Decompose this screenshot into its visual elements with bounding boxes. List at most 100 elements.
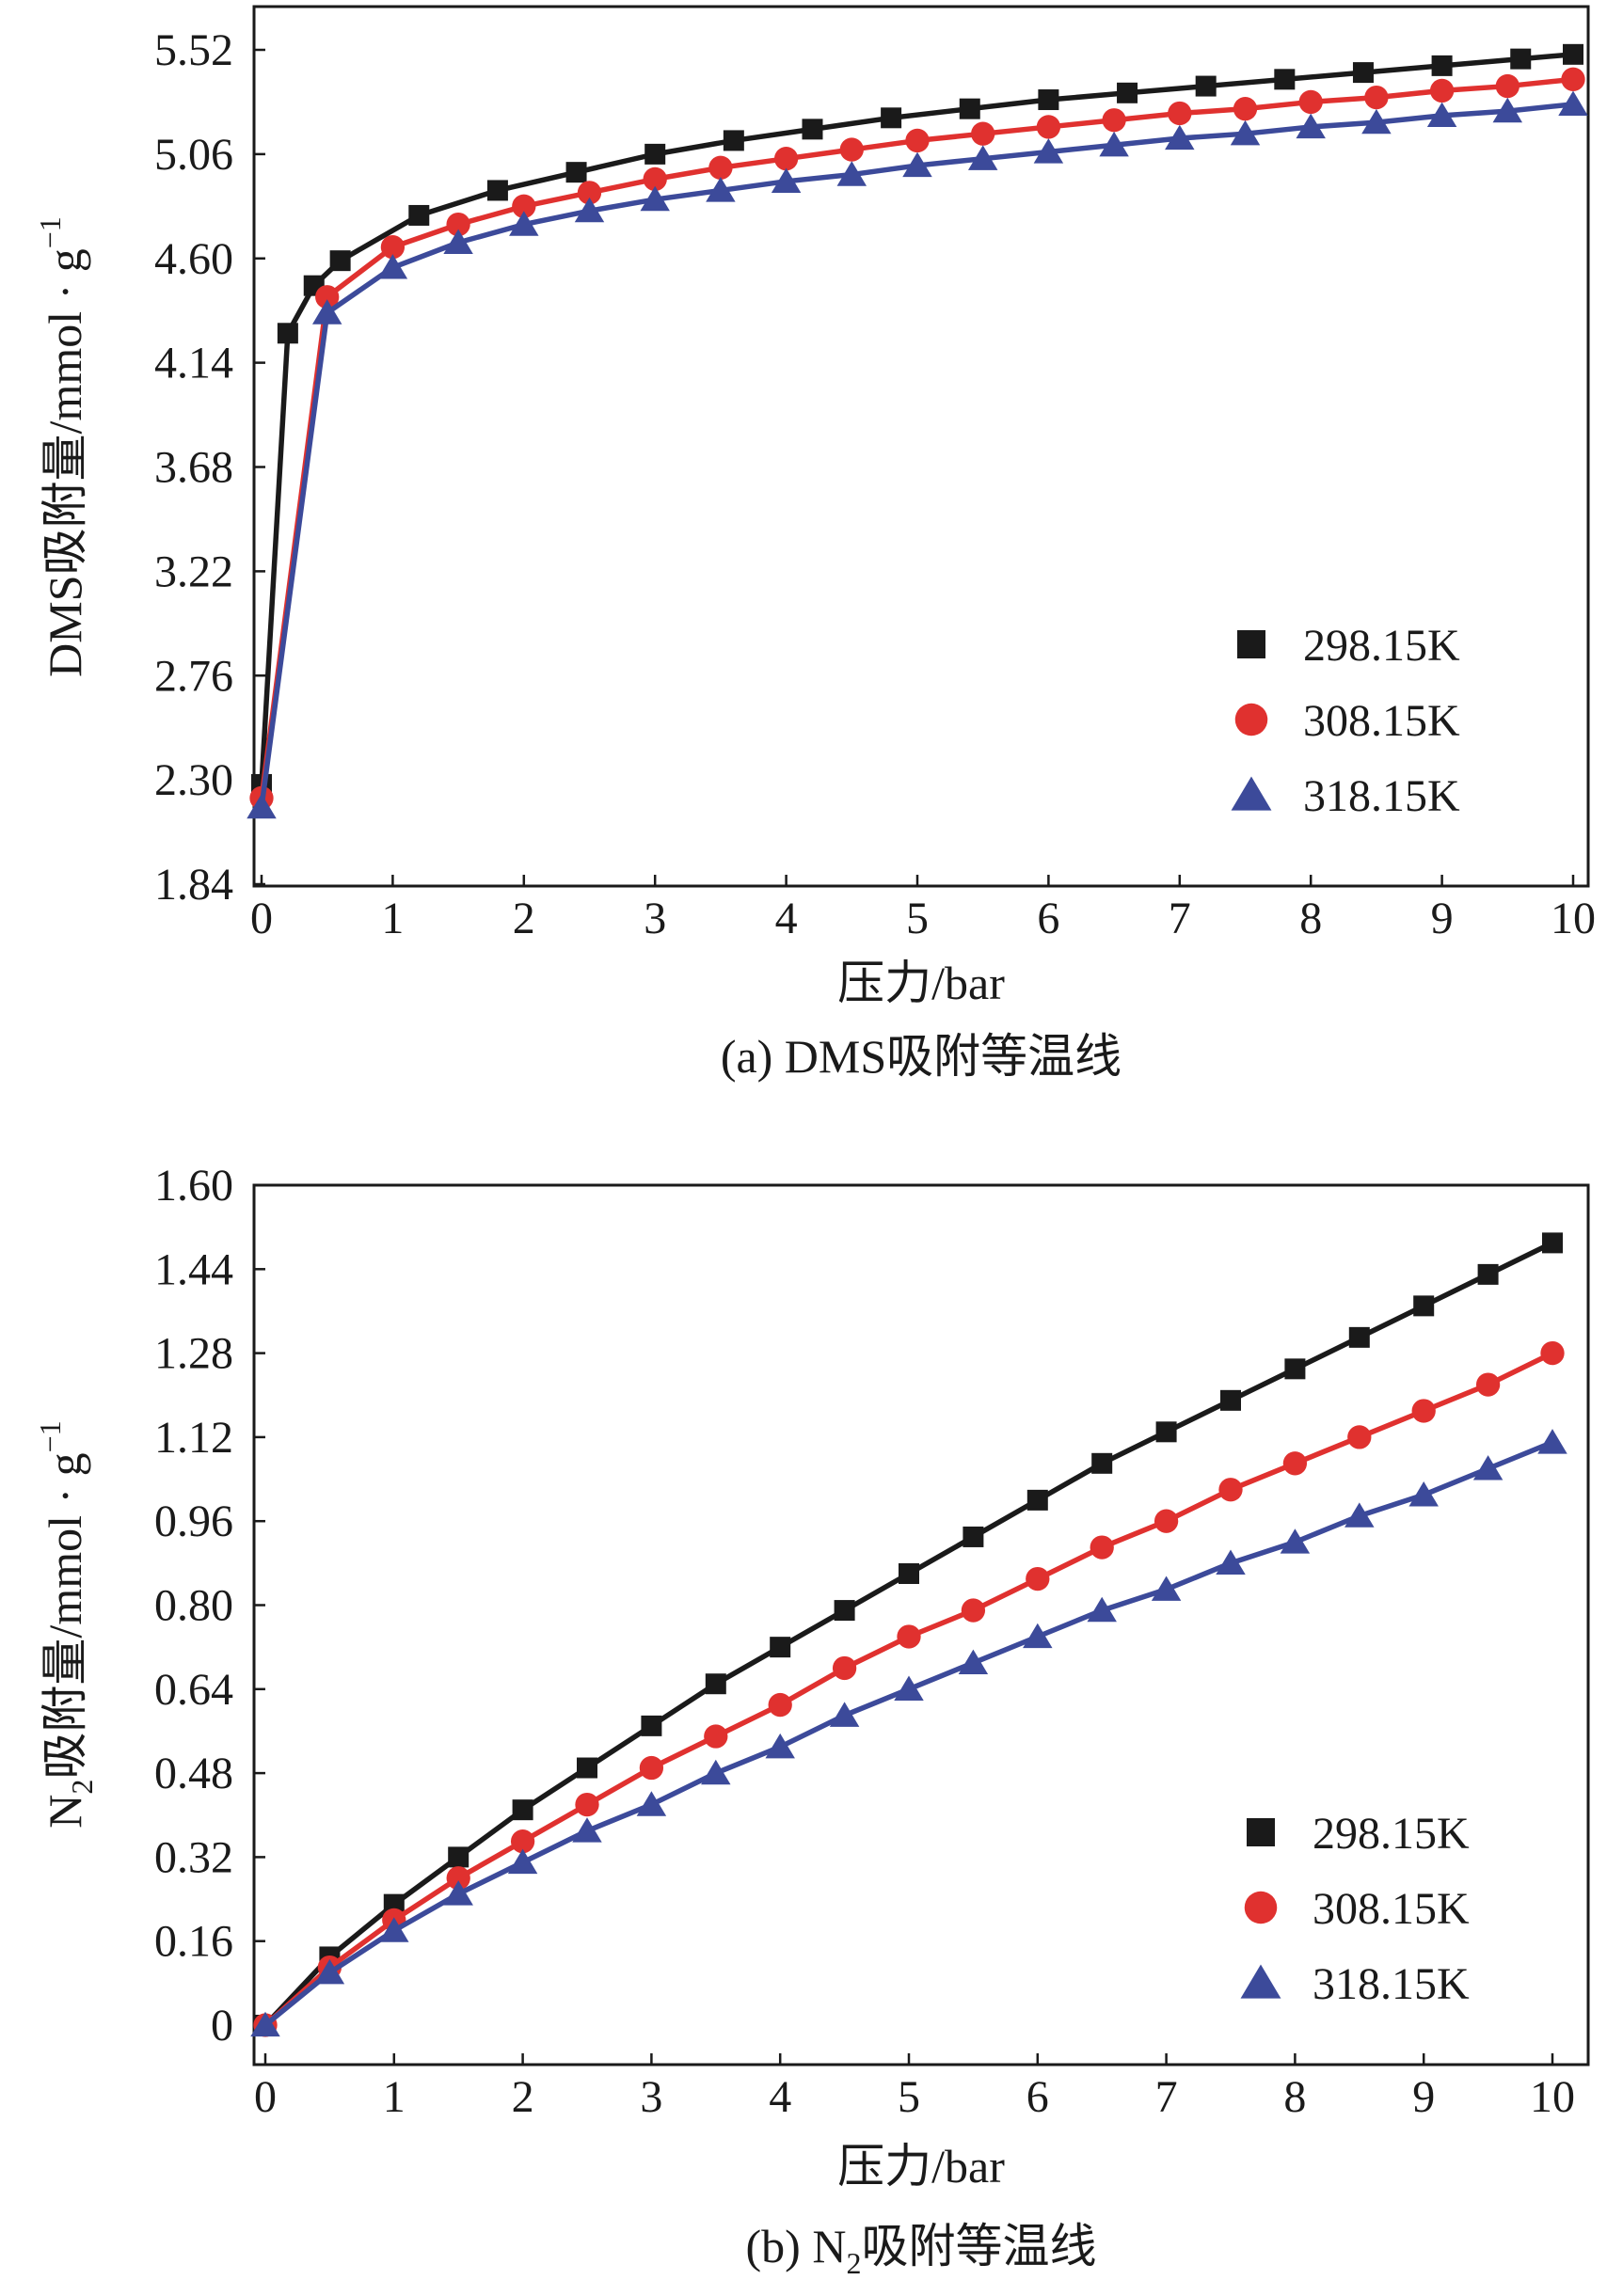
data-point-circle: [961, 1598, 986, 1623]
data-point-circle: [897, 1624, 921, 1649]
data-point-triangle: [836, 161, 867, 186]
data-point-square: [1220, 1389, 1241, 1411]
data-point-circle: [1154, 1509, 1179, 1533]
data-point-square: [1477, 1263, 1499, 1285]
data-point-triangle: [771, 167, 802, 193]
data-point-square: [1413, 1295, 1435, 1317]
legend-marker-square: [1247, 1818, 1275, 1846]
series-line-1: [259, 52, 1574, 785]
x-tick-label: 1: [381, 894, 404, 943]
plot-frame-a: [252, 5, 1590, 888]
data-point-circle: [1090, 1535, 1114, 1560]
data-point-circle: [768, 1692, 792, 1718]
x-tick-label: 10: [1551, 894, 1596, 943]
data-point-circle: [773, 147, 799, 171]
data-point-square: [1352, 62, 1374, 84]
y-axis-label-b: N2吸附量/mmol · g−1: [33, 1420, 99, 1828]
data-point-circle: [971, 121, 995, 146]
data-point-triangle: [443, 229, 473, 255]
data-point-triangle: [829, 1702, 860, 1727]
data-point-circle: [1540, 1340, 1565, 1366]
data-point-triangle: [706, 177, 736, 202]
data-point-triangle: [902, 151, 932, 178]
data-point-circle: [1102, 108, 1126, 133]
legend-marker-triangle: [1231, 776, 1272, 811]
legend-marker-square: [1237, 630, 1265, 658]
y-tick-label: 1.84: [154, 860, 233, 910]
y-tick-label: 4.14: [154, 339, 233, 388]
y-tick-label: 0.64: [154, 1665, 233, 1715]
data-point-triangle: [1230, 119, 1261, 146]
data-point-triangle: [894, 1675, 924, 1701]
data-point-square: [329, 250, 351, 272]
data-point-square: [641, 1715, 662, 1736]
legend-label: 318.15K: [1313, 1959, 1470, 2009]
data-point-circle: [1026, 1566, 1050, 1591]
y-tick-label: 5.06: [154, 130, 233, 180]
data-point-triangle: [509, 211, 539, 236]
x-tick-label: 5: [906, 894, 929, 943]
legend-label: 308.15K: [1303, 696, 1460, 746]
data-point-triangle: [765, 1733, 795, 1759]
x-tick-label: 4: [775, 894, 798, 943]
data-point-circle: [1561, 67, 1585, 91]
data-point-circle: [1495, 73, 1519, 99]
data-point-square: [448, 1846, 469, 1868]
data-point-triangle: [1537, 1429, 1567, 1454]
y-tick-label: 2.30: [154, 755, 233, 805]
legend-marker-circle: [1234, 703, 1268, 736]
data-point-triangle: [1472, 1455, 1504, 1481]
data-point-square: [834, 1600, 855, 1622]
data-point-square: [577, 1757, 597, 1779]
data-point-square: [723, 130, 744, 151]
data-point-triangle: [314, 1958, 345, 1985]
data-point-triangle: [967, 145, 998, 170]
data-point-circle: [380, 235, 406, 260]
data-point-triangle: [1426, 102, 1457, 128]
data-point-triangle: [572, 1817, 602, 1843]
data-point-triangle: [1087, 1596, 1117, 1623]
x-tick-label: 1: [383, 2072, 406, 2122]
data-point-circle: [1298, 89, 1323, 115]
legend-label: 298.15K: [1313, 1809, 1470, 1859]
data-point-circle: [832, 1655, 857, 1681]
data-point-square: [1038, 89, 1059, 111]
x-tick-label: 0: [254, 2072, 277, 2122]
data-point-triangle: [636, 1791, 667, 1816]
data-point-circle: [1282, 1451, 1308, 1476]
data-point-triangle: [1558, 90, 1588, 117]
data-point-circle: [1429, 78, 1455, 103]
data-point-square: [881, 107, 902, 129]
legend-label: 298.15K: [1303, 621, 1460, 671]
x-tick-label: 2: [513, 894, 535, 943]
data-point-triangle: [1033, 138, 1064, 164]
data-point-triangle: [958, 1649, 989, 1675]
plot-frame-b: [252, 1183, 1590, 2066]
data-point-square: [1542, 1232, 1563, 1254]
data-point-circle: [1036, 115, 1061, 139]
data-point-triangle: [1165, 124, 1195, 150]
data-point-square: [1155, 1421, 1177, 1443]
data-point-circle: [446, 212, 470, 237]
data-point-circle: [905, 128, 930, 153]
x-tick-label: 7: [1169, 894, 1191, 943]
data-point-triangle: [1151, 1576, 1182, 1601]
legend-marker-triangle: [1240, 1964, 1281, 1999]
legend-label: 308.15K: [1313, 1884, 1470, 1934]
data-point-square: [408, 204, 430, 226]
legend-a: 298.15K 308.15K 318.15K: [1231, 621, 1460, 821]
data-point-circle: [575, 1792, 599, 1817]
x-tick-label: 8: [1299, 894, 1322, 943]
data-point-triangle: [443, 1880, 473, 1906]
x-axis-label-a: 压力/bar: [837, 957, 1005, 1009]
data-point-circle: [1233, 97, 1258, 121]
chart-panel-b: 0 1 2 3 4 5 6 7 8 9 10 0 0.16 0.32 0.48 0.64 0.80 0.96 1.1…: [33, 1161, 1590, 2280]
y-tick-label: 0: [211, 2001, 233, 2051]
y-tick-label: 5.52: [154, 25, 233, 75]
x-tick-label: 10: [1530, 2072, 1575, 2122]
legend-marker-circle: [1244, 1891, 1278, 1924]
caption-a: (a) DMS吸附等温线: [721, 1030, 1122, 1083]
data-point-square: [486, 180, 508, 201]
data-point-square: [802, 119, 823, 140]
x-axis-label-b: 压力/bar: [837, 2140, 1005, 2193]
